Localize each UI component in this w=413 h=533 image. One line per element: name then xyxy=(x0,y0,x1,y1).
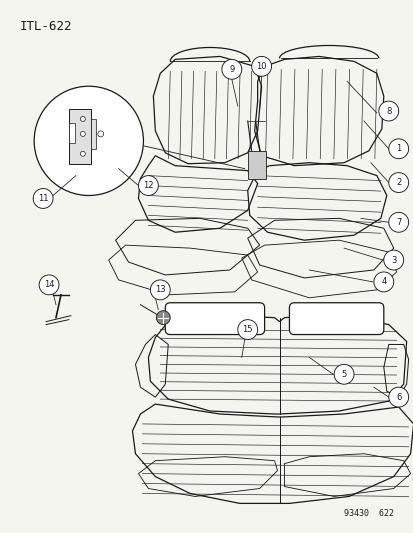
Text: 4: 4 xyxy=(380,277,385,286)
Circle shape xyxy=(237,320,257,340)
Circle shape xyxy=(251,56,271,76)
Circle shape xyxy=(138,175,158,196)
FancyBboxPatch shape xyxy=(90,119,95,149)
Text: 7: 7 xyxy=(395,218,401,227)
Text: 1: 1 xyxy=(395,144,400,154)
Circle shape xyxy=(39,275,59,295)
Circle shape xyxy=(388,387,408,407)
FancyBboxPatch shape xyxy=(165,303,264,335)
Circle shape xyxy=(80,117,85,122)
Text: 2: 2 xyxy=(395,178,400,187)
Circle shape xyxy=(383,250,403,270)
Text: 5: 5 xyxy=(341,370,346,379)
Circle shape xyxy=(156,311,170,325)
Circle shape xyxy=(221,59,241,79)
Text: 3: 3 xyxy=(390,255,396,264)
Circle shape xyxy=(150,280,170,300)
FancyBboxPatch shape xyxy=(289,303,383,335)
Circle shape xyxy=(378,101,398,121)
Circle shape xyxy=(80,132,85,136)
Text: 6: 6 xyxy=(395,393,401,402)
Circle shape xyxy=(80,151,85,156)
Text: 12: 12 xyxy=(143,181,153,190)
FancyBboxPatch shape xyxy=(69,123,75,143)
Text: 15: 15 xyxy=(242,325,252,334)
Text: 9: 9 xyxy=(229,65,234,74)
Circle shape xyxy=(33,189,53,208)
Text: 93430  622: 93430 622 xyxy=(343,510,393,518)
Text: 11: 11 xyxy=(38,194,48,203)
Text: 8: 8 xyxy=(385,107,391,116)
Circle shape xyxy=(388,173,408,192)
Circle shape xyxy=(388,139,408,159)
Text: 13: 13 xyxy=(154,285,165,294)
Circle shape xyxy=(373,272,393,292)
Circle shape xyxy=(34,86,143,196)
Circle shape xyxy=(388,212,408,232)
Text: 14: 14 xyxy=(44,280,54,289)
Circle shape xyxy=(333,365,353,384)
Text: ITL-622: ITL-622 xyxy=(19,20,71,33)
FancyBboxPatch shape xyxy=(247,151,265,179)
FancyBboxPatch shape xyxy=(69,109,90,164)
Text: 10: 10 xyxy=(256,62,266,71)
